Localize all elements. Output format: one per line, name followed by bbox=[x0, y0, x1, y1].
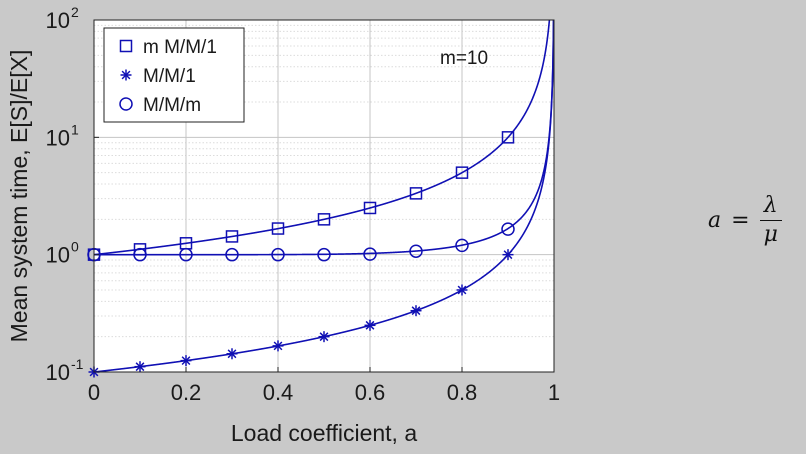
y-tick-label: 10 bbox=[46, 243, 70, 268]
x-tick-label: 0.6 bbox=[355, 380, 386, 405]
star-stroke bbox=[227, 349, 237, 359]
data-point-circle bbox=[409, 244, 423, 258]
x-tick-label: 0.2 bbox=[171, 380, 202, 405]
y-tick-exponent: -1 bbox=[71, 356, 84, 372]
x-tick-label: 0.4 bbox=[263, 380, 294, 405]
legend-marker-star bbox=[120, 69, 132, 81]
legend: m M/M/1 M/M/1 M/M/m bbox=[103, 27, 245, 123]
data-point-square bbox=[271, 222, 285, 235]
data-point-circle bbox=[179, 247, 193, 262]
y-tick-label: 10 bbox=[46, 8, 70, 33]
data-point-circle bbox=[225, 247, 239, 262]
y-tick-exponent: 1 bbox=[71, 121, 79, 137]
data-point-square bbox=[225, 230, 239, 243]
y-tick-exponent: 0 bbox=[71, 239, 79, 255]
data-point-square bbox=[133, 243, 147, 256]
legend-marker-circle bbox=[119, 97, 133, 111]
x-axis-label: Load coefficient, a bbox=[231, 420, 417, 446]
formula-equals: = bbox=[731, 207, 750, 233]
star-stroke bbox=[503, 250, 513, 260]
data-point-circle bbox=[133, 247, 147, 262]
data-point-circle bbox=[501, 222, 515, 236]
legend-marker-square bbox=[119, 39, 133, 53]
star-stroke bbox=[181, 356, 191, 366]
formula-lhs: a bbox=[708, 207, 722, 233]
data-point-star bbox=[134, 361, 146, 373]
x-tick-label: 0.8 bbox=[447, 380, 478, 405]
formula-numerator: λ bbox=[763, 193, 778, 218]
star-stroke bbox=[121, 70, 131, 80]
plot-frame bbox=[93, 19, 555, 373]
data-point-square bbox=[409, 187, 423, 200]
x-tick-label: 1 bbox=[548, 380, 560, 405]
data-point-circle bbox=[363, 247, 377, 261]
load-formula: a = λ μ bbox=[708, 192, 782, 249]
legend-label: M/M/1 bbox=[143, 66, 196, 87]
data-point-star bbox=[502, 249, 514, 261]
fraction-bar bbox=[759, 219, 782, 221]
data-point-circle bbox=[317, 247, 331, 262]
data-point-star bbox=[456, 284, 468, 296]
y-tick-exponent: 2 bbox=[71, 4, 79, 20]
star-stroke bbox=[319, 332, 329, 342]
x-tick-label: 0 bbox=[88, 380, 100, 405]
star-stroke bbox=[411, 306, 421, 316]
data-point-star bbox=[226, 348, 238, 360]
star-stroke bbox=[273, 341, 283, 351]
data-point-circle bbox=[271, 247, 285, 262]
y-axis-label: Mean system time, E[S]/E[X] bbox=[6, 50, 32, 343]
data-point-star bbox=[364, 319, 376, 331]
data-point-square bbox=[501, 131, 515, 144]
star-stroke bbox=[365, 320, 375, 330]
data-point-square bbox=[317, 213, 331, 226]
data-point-star bbox=[272, 340, 284, 352]
legend-label: m M/M/1 bbox=[143, 37, 217, 58]
data-point-square bbox=[455, 166, 469, 179]
formula-denominator: μ bbox=[763, 222, 778, 247]
data-point-star bbox=[410, 305, 422, 317]
data-point-circle bbox=[455, 238, 469, 253]
m-annotation: m=10 bbox=[440, 48, 488, 69]
star-stroke bbox=[457, 285, 467, 295]
legend-label: M/M/m bbox=[143, 95, 201, 116]
data-point-square bbox=[363, 201, 377, 215]
series-curve-3 bbox=[94, 20, 554, 256]
series-curve-1 bbox=[94, 20, 551, 256]
star-stroke bbox=[135, 362, 145, 372]
y-tick-label: 10 bbox=[46, 360, 70, 385]
data-point-star bbox=[180, 355, 192, 367]
formula-fraction: λ μ bbox=[759, 192, 782, 249]
y-tick-label: 10 bbox=[46, 125, 70, 150]
data-point-star bbox=[318, 331, 330, 343]
